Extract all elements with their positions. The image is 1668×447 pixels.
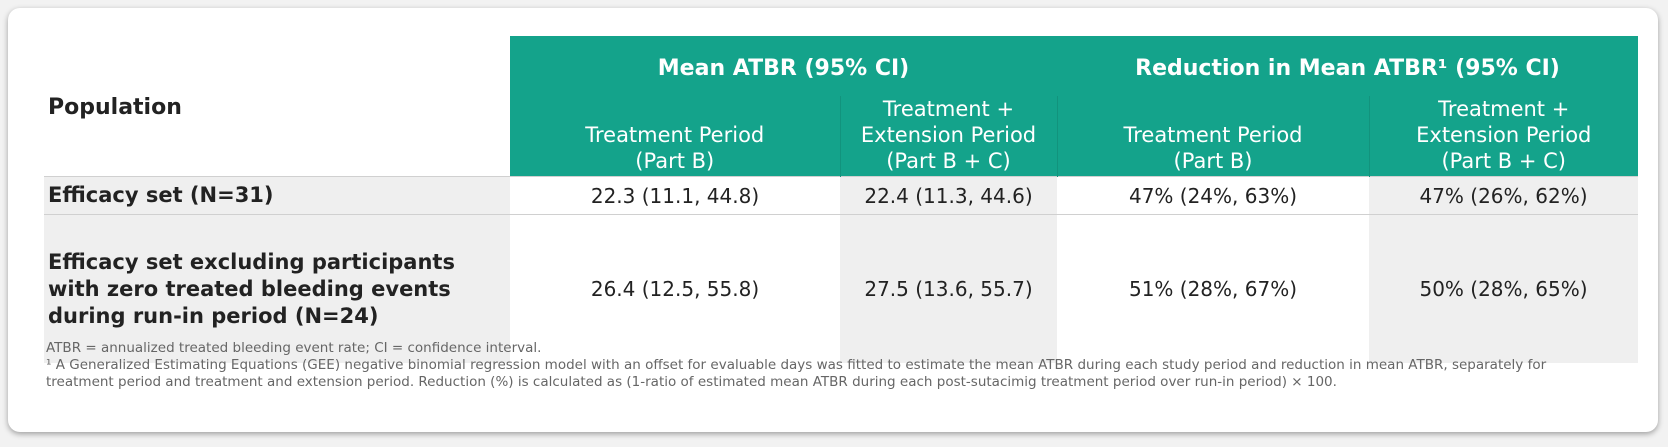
footnotes: ATBR = annualized treated bleeding event… [46, 340, 1606, 391]
subheader-line: (Part B + C) [886, 149, 1011, 173]
population-cell: Efficacy set (N=31) [44, 176, 510, 215]
table-row: Efficacy set excluding participants with… [44, 214, 1638, 363]
reduction-group-header: Reduction in Mean ATBR¹ (95% CI) [1057, 36, 1638, 96]
subheader-reduction-extension: Treatment + Extension Period (Part B + C… [1368, 96, 1638, 177]
abbreviation-note: ATBR = annualized treated bleeding event… [46, 340, 542, 356]
table-row: Efficacy set (N=31) 22.3 (11.1, 44.8) 22… [44, 176, 1638, 215]
value-cell: 22.3 (11.1, 44.8) [510, 176, 840, 215]
subheader-line: (Part B) [635, 149, 715, 173]
value-cell: 47% (24%, 63%) [1057, 176, 1369, 215]
subheader-line: Treatment Period [1123, 123, 1303, 147]
subheader-line: Treatment + [1438, 97, 1570, 121]
subheader-mean-treatment: Treatment Period (Part B) [510, 96, 840, 177]
subheader-line: Treatment + [882, 97, 1015, 121]
footnote-1: ¹ A Generalized Estimating Equations (GE… [46, 357, 1547, 390]
value-cell: 47% (26%, 62%) [1369, 176, 1638, 215]
value-cell: 50% (28%, 65%) [1369, 214, 1638, 363]
subheader-mean-extension: Treatment + Extension Period (Part B + C… [839, 96, 1057, 177]
population-header: Population [44, 36, 510, 177]
value-cell: 51% (28%, 67%) [1057, 214, 1369, 363]
efficacy-table: Population Mean ATBR (95% CI) Reduction … [44, 36, 1638, 363]
value-cell: 26.4 (12.5, 55.8) [510, 214, 840, 363]
subheader-line: Treatment Period [585, 123, 765, 147]
value-cell: 22.4 (11.3, 44.6) [840, 176, 1057, 215]
subheader-line: Extension Period [860, 123, 1037, 147]
table-card: Population Mean ATBR (95% CI) Reduction … [8, 8, 1658, 432]
subheader-line: Extension Period [1416, 123, 1592, 147]
value-cell: 27.5 (13.6, 55.7) [840, 214, 1057, 363]
subheader-reduction-treatment: Treatment Period (Part B) [1056, 96, 1369, 177]
subheader-line: (Part B + C) [1441, 149, 1567, 173]
subheader-line: (Part B) [1173, 149, 1253, 173]
mean-atbr-group-header: Mean ATBR (95% CI) [510, 36, 1057, 96]
population-cell: Efficacy set excluding participants with… [44, 214, 510, 363]
